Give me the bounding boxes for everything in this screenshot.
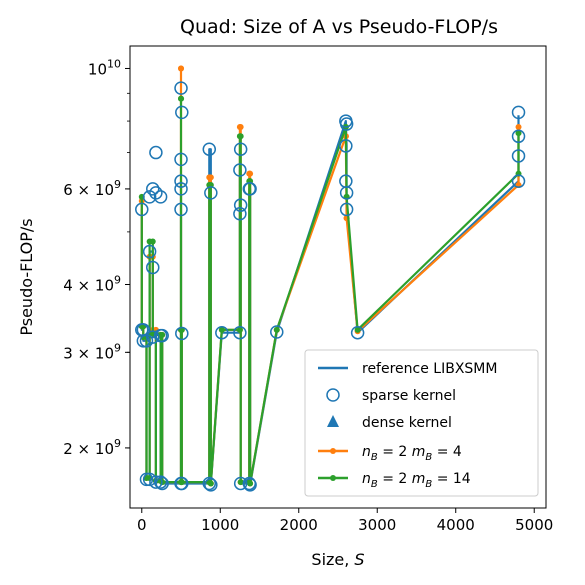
x-tick-label: 5000 xyxy=(515,516,553,534)
y-tick-label: 3 × 109 xyxy=(63,341,121,362)
series-point xyxy=(208,174,214,180)
y-tick-label: 6 × 109 xyxy=(63,178,121,199)
series-point xyxy=(516,124,522,130)
legend-reference-label: reference LIBXSMM xyxy=(362,361,497,377)
series-point xyxy=(150,239,156,245)
y-tick-label: 1010 xyxy=(88,57,121,78)
sparse-point xyxy=(150,147,162,159)
y-axis-label: Pseudo-FLOP/s xyxy=(17,218,36,335)
legend-mb4-marker xyxy=(330,448,336,454)
chart-title: Quad: Size of A vs Pseudo-FLOP/s xyxy=(180,16,498,38)
series-point xyxy=(178,65,184,71)
series-point xyxy=(274,327,280,333)
series-point xyxy=(179,479,185,485)
x-tick-label: 2000 xyxy=(280,516,318,534)
y-tick-label: 4 × 109 xyxy=(63,273,121,294)
series-point xyxy=(178,96,184,102)
legend-sparse-label: sparse kernel xyxy=(362,388,456,404)
series-point xyxy=(247,480,253,486)
legend: reference LIBXSMM sparse kernel dense ke… xyxy=(305,350,538,496)
series-point xyxy=(238,133,244,139)
legend-dense-label: dense kernel xyxy=(362,415,452,431)
x-tick-label: 0 xyxy=(137,516,147,534)
series-point xyxy=(159,332,165,338)
series-point xyxy=(208,480,214,486)
legend-mb14-marker xyxy=(330,475,336,481)
x-tick-label: 3000 xyxy=(358,516,396,534)
x-axis-label: Size, S xyxy=(311,550,364,569)
x-tick-label: 1000 xyxy=(201,516,239,534)
y-axis: 2 × 109 3 × 109 4 × 109 6 × 109 1010 xyxy=(63,57,130,457)
y-tick-label: 2 × 109 xyxy=(63,437,121,458)
series-point xyxy=(238,124,244,130)
x-axis: 0 1000 2000 3000 4000 5000 xyxy=(137,508,553,534)
x-tick-label: 4000 xyxy=(437,516,475,534)
series-point xyxy=(247,171,253,177)
